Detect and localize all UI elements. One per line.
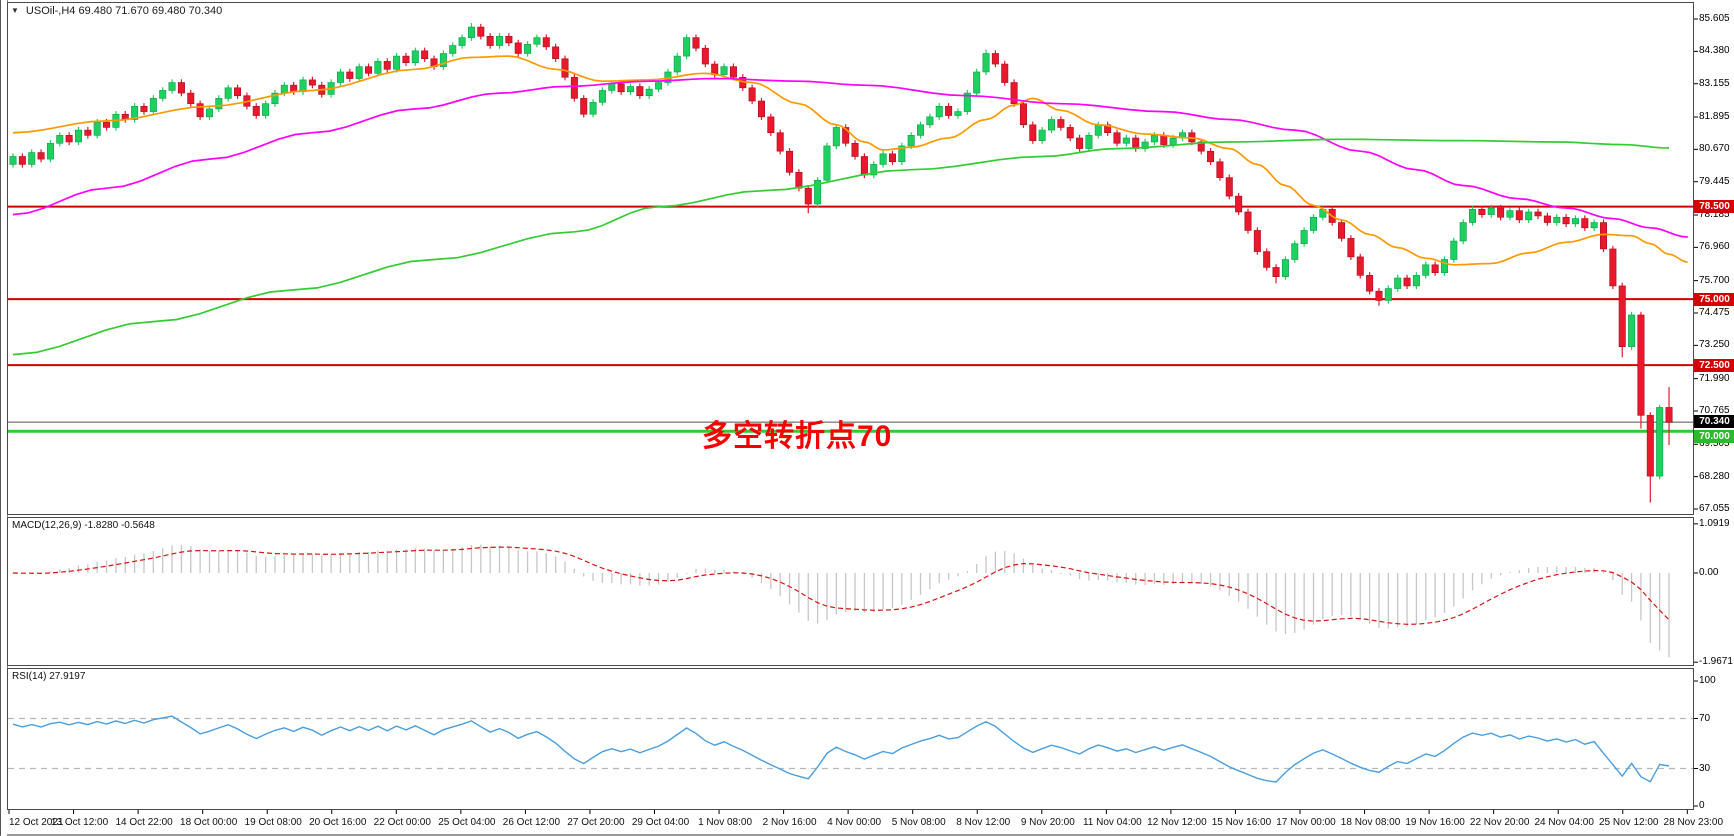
resistance-price-tag: 78.500: [1694, 200, 1734, 214]
main-price-panel[interactable]: [7, 2, 1694, 515]
time-tick-label: 18 Nov 08:00: [1340, 817, 1401, 828]
time-tick-label: 5 Nov 08:00: [891, 817, 946, 828]
time-tick-label: 18 Oct 00:00: [180, 817, 238, 828]
macd-tick-label: -1.9671: [1699, 656, 1733, 668]
current-price-tag: 70.340: [1694, 415, 1734, 429]
rsi-panel[interactable]: [7, 668, 1694, 810]
rsi-tick-label: 0: [1699, 800, 1705, 811]
price-tick-label: 70.765: [1699, 404, 1730, 416]
time-tick-label: 13 Oct 12:00: [50, 817, 109, 828]
price-tick-label: 81.895: [1699, 110, 1730, 122]
price-tick-label: 69.505: [1699, 438, 1730, 450]
time-tick-label: 4 Nov 00:00: [827, 817, 882, 828]
time-tick-label: 12 Oct 2021: [9, 817, 64, 828]
chart-text-annotation: 多空转折点70: [702, 420, 893, 453]
time-tick-label: 2 Nov 16:00: [762, 817, 817, 828]
macd-tick-label: 1.0919: [1699, 517, 1730, 529]
macd-tick-label: 0.00: [1699, 567, 1719, 578]
rsi-tick-label: 70: [1699, 712, 1711, 724]
rsi-tick-label: 100: [1699, 675, 1716, 686]
time-tick-label: 25 Nov 12:00: [1599, 817, 1659, 828]
time-tick-label: 9 Nov 20:00: [1020, 817, 1075, 828]
time-tick-label: 24 Nov 04:00: [1534, 817, 1594, 828]
price-tick-label: 74.475: [1699, 306, 1730, 318]
time-tick-label: 12 Nov 12:00: [1147, 817, 1207, 828]
symbol-dropdown-icon[interactable]: ▼: [11, 6, 19, 15]
price-tick-label: 67.055: [1699, 502, 1730, 514]
support-price-tag: 70.000: [1694, 430, 1734, 444]
symbol-title: USOil-,H4 69.480 71.670 69.480 70.340: [25, 5, 223, 17]
time-tick-label: 1 Nov 08:00: [698, 817, 753, 828]
price-tick-label: 84.380: [1699, 45, 1730, 57]
time-tick-label: 29 Oct 04:00: [631, 817, 690, 828]
rsi-tick-label: 30: [1699, 762, 1711, 774]
price-tick-label: 79.445: [1699, 175, 1730, 187]
rsi-indicator-label: RSI(14) 27.9197: [12, 671, 86, 682]
macd-indicator-label: MACD(12,26,9) -1.8280 -0.5648: [12, 520, 155, 531]
price-tick-label: 71.990: [1699, 372, 1730, 384]
time-tick-label: 19 Nov 16:00: [1405, 817, 1465, 828]
price-tick-label: 76.960: [1699, 241, 1730, 253]
time-tick-label: 11 Nov 04:00: [1082, 817, 1142, 828]
price-tick-label: 68.280: [1699, 470, 1730, 482]
price-tick-label: 83.155: [1699, 77, 1730, 89]
time-tick-label: 15 Nov 16:00: [1211, 817, 1272, 828]
price-tick-label: 73.250: [1699, 339, 1730, 351]
time-tick-label: 19 Oct 08:00: [244, 817, 302, 828]
resistance-price-tag: 75.000: [1694, 292, 1734, 306]
time-tick-label: 17 Nov 00:00: [1276, 817, 1336, 828]
price-tick-label: 85.605: [1699, 13, 1730, 24]
resistance-price-tag: 72.500: [1694, 358, 1734, 372]
time-tick-label: 25 Oct 04:00: [438, 817, 496, 828]
time-tick-label: 8 Nov 12:00: [956, 817, 1011, 828]
macd-panel[interactable]: [7, 517, 1694, 666]
time-tick-label: 22 Oct 00:00: [373, 817, 431, 828]
time-tick-label: 28 Nov 23:00: [1663, 817, 1724, 828]
symbol-ohlc-readout: ▼ USOil-,H4 69.480 71.670 69.480 70.340: [11, 5, 222, 17]
time-tick-label: 27 Oct 20:00: [567, 817, 625, 828]
price-tick-label: 80.670: [1699, 143, 1730, 155]
time-tick-label: 26 Oct 12:00: [502, 817, 561, 828]
price-tick-label: 78.185: [1699, 208, 1730, 220]
time-tick-label: 14 Oct 22:00: [115, 817, 173, 828]
price-tick-label: 75.700: [1699, 274, 1730, 286]
time-tick-label: 20 Oct 16:00: [309, 817, 367, 828]
time-tick-label: 22 Nov 20:00: [1469, 817, 1530, 828]
time-axis[interactable]: 12 Oct 2021 13 Oct 12:00 14 Oct 22:00 18 Oc…: [7, 810, 1734, 836]
